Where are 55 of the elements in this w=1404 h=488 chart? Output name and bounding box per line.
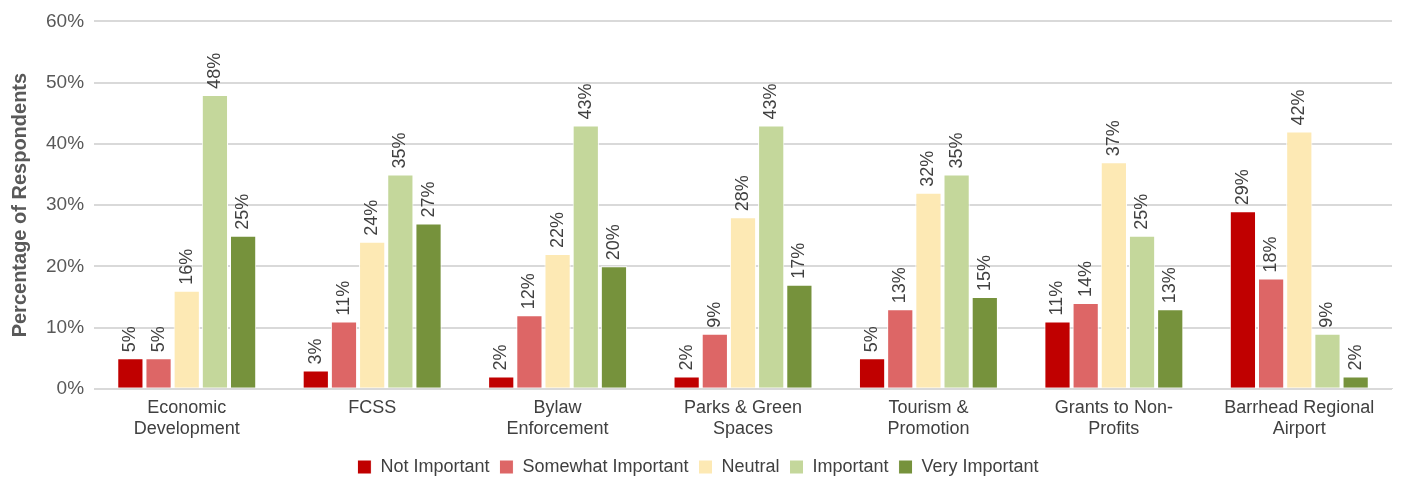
data-label: 11% xyxy=(332,280,353,316)
data-label: 28% xyxy=(731,175,752,212)
legend-label: Somewhat Important xyxy=(522,455,689,476)
legend-label: Neutral xyxy=(721,455,780,476)
data-label: 5% xyxy=(119,326,140,353)
data-label: 5% xyxy=(861,326,882,353)
data-label: 2% xyxy=(490,344,511,371)
data-label: 18% xyxy=(1260,236,1281,273)
data-label: 48% xyxy=(203,52,224,89)
legend-label: Very Important xyxy=(921,455,1039,476)
data-label: 17% xyxy=(788,242,809,279)
data-label: 12% xyxy=(518,273,539,310)
data-label: 15% xyxy=(973,254,994,291)
data-label: 25% xyxy=(1131,193,1152,230)
y-tick-label: 20% xyxy=(46,254,85,276)
data-label: 42% xyxy=(1288,89,1309,126)
data-label: 13% xyxy=(889,267,910,304)
y-tick-label: 50% xyxy=(46,70,85,92)
x-tick-label: Tourism & Promotion xyxy=(887,396,970,439)
data-label: 32% xyxy=(917,150,938,187)
data-label: 16% xyxy=(175,248,196,285)
data-label: 29% xyxy=(1231,169,1252,206)
y-tick-label: 0% xyxy=(56,377,85,399)
x-tick-label: Bylaw Enforcement xyxy=(506,396,609,439)
y-tick-label: 40% xyxy=(46,132,85,154)
data-label: 22% xyxy=(546,212,567,249)
data-label: 27% xyxy=(417,181,438,218)
data-label: 13% xyxy=(1159,267,1180,304)
data-label: 35% xyxy=(389,132,410,169)
data-label: 35% xyxy=(945,132,966,169)
data-label: 9% xyxy=(1316,301,1337,328)
x-tick-label: Barrhead Regional Airport xyxy=(1224,396,1375,439)
legend-label: Important xyxy=(812,455,889,476)
x-tick-label: FCSS xyxy=(348,396,397,417)
data-label: 2% xyxy=(675,344,696,371)
legend-label: Not Important xyxy=(380,455,490,476)
x-tick-label: Grants to Non-Profits xyxy=(1054,396,1173,439)
data-label: 5% xyxy=(147,326,168,353)
y-tick-label: 30% xyxy=(46,193,85,215)
data-label: 9% xyxy=(703,301,724,328)
data-label: 2% xyxy=(1344,344,1365,371)
y-tick-label: 10% xyxy=(46,315,85,337)
data-label: 11% xyxy=(1046,280,1067,316)
data-label: 25% xyxy=(232,193,253,230)
data-label: 20% xyxy=(602,224,623,261)
data-label: 43% xyxy=(574,83,595,120)
data-label: 37% xyxy=(1102,120,1123,157)
x-tick-label: Parks & Green Spaces xyxy=(683,396,803,439)
data-label: 3% xyxy=(304,338,325,365)
data-label: 14% xyxy=(1074,261,1095,298)
data-label: 24% xyxy=(361,199,382,236)
y-tick-label: 60% xyxy=(46,9,85,31)
x-tick-label: Economic Development xyxy=(133,396,240,439)
y-axis-title: Percentage of Respondents xyxy=(7,72,30,338)
data-label: 43% xyxy=(760,83,781,120)
